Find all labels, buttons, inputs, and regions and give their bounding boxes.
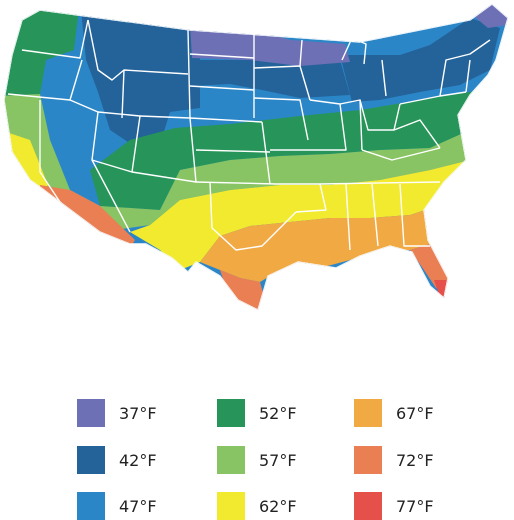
legend-label-77: 77°F — [396, 496, 434, 516]
legend-item-47: 47°F — [77, 492, 157, 520]
legend-label-67: 67°F — [396, 403, 434, 423]
swatch-72 — [354, 446, 382, 474]
swatch-37 — [77, 399, 105, 427]
legend-label-57: 57°F — [259, 450, 297, 470]
band-72-texas — [220, 270, 265, 310]
swatch-77 — [354, 492, 382, 520]
swatch-67 — [354, 399, 382, 427]
band-52-central — [90, 88, 490, 210]
legend-item-52: 52°F — [217, 399, 297, 427]
legend-label-37: 37°F — [119, 403, 157, 423]
legend-item-57: 57°F — [217, 446, 297, 474]
temperature-bands — [4, 4, 508, 310]
band-42-northeast — [340, 18, 500, 102]
band-62-south — [130, 160, 508, 270]
legend-item-72: 72°F — [354, 446, 434, 474]
legend-item-37: 37°F — [77, 399, 157, 427]
swatch-57 — [217, 446, 245, 474]
swatch-52 — [217, 399, 245, 427]
temperature-map — [4, 4, 508, 310]
band-37-north — [190, 24, 350, 66]
swatch-47 — [77, 492, 105, 520]
state-borders — [4, 4, 508, 310]
legend-label-42: 42°F — [119, 450, 157, 470]
legend-item-67: 67°F — [354, 399, 434, 427]
band-57 — [4, 94, 508, 232]
legend-label-62: 62°F — [259, 496, 297, 516]
band-72-florida — [410, 244, 452, 288]
legend-item-77: 77°F — [354, 492, 434, 520]
legend-label-72: 72°F — [396, 450, 434, 470]
legend: 37°F 42°F 47°F 52°F 57°F 62°F 67°F 72°F … — [0, 380, 514, 520]
swatch-42 — [77, 446, 105, 474]
band-42-north — [190, 60, 350, 98]
legend-item-42: 42°F — [77, 446, 157, 474]
legend-item-62: 62°F — [217, 492, 297, 520]
band-72-california — [40, 185, 135, 248]
legend-label-47: 47°F — [119, 496, 157, 516]
legend-label-52: 52°F — [259, 403, 297, 423]
swatch-62 — [217, 492, 245, 520]
